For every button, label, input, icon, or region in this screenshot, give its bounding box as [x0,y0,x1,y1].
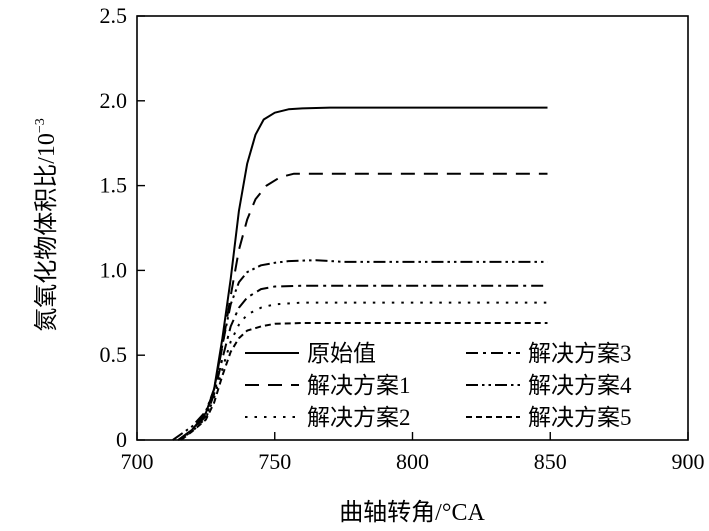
series-line-6 [180,322,548,441]
tick-labels: 700 750 800 850 900 0 0.5 1.0 1.5 2.0 2.5 [100,3,705,474]
x-tick-label: 850 [534,449,567,474]
y-tick-label: 1.5 [100,173,128,198]
series-line-2 [177,172,548,441]
x-tick-label: 800 [396,449,429,474]
legend-label-1: 原始值 [307,341,376,366]
x-axis-title: 曲轴转角/°CA [339,499,485,526]
series-line-4 [177,284,548,441]
series-line-3 [177,301,548,441]
legend-label-6: 解决方案5 [528,405,632,430]
x-tick-label: 900 [672,449,705,474]
legend-label-4: 解决方案3 [528,341,632,366]
x-tick-label: 750 [258,449,291,474]
tick-marks [136,15,689,441]
x-tick-label: 700 [121,449,154,474]
y-axis-title: 氮氧化物体积比/10−3 [33,118,60,332]
y-tick-label: 0.5 [100,342,128,367]
series-line-5 [172,259,548,441]
y-axis-title-exponent: −3 [33,118,48,133]
legend-label-5: 解决方案4 [528,373,632,398]
series-lines [172,106,548,441]
legend-label-2: 解决方案1 [307,373,411,398]
y-tick-label: 2.0 [100,88,128,113]
y-tick-label: 2.5 [100,3,128,28]
y-tick-label: 1.0 [100,257,128,282]
legend-label-3: 解决方案2 [307,405,411,430]
y-axis-title-main: 氮氧化物体积比/10 [33,133,60,332]
y-tick-label: 0 [116,427,127,452]
